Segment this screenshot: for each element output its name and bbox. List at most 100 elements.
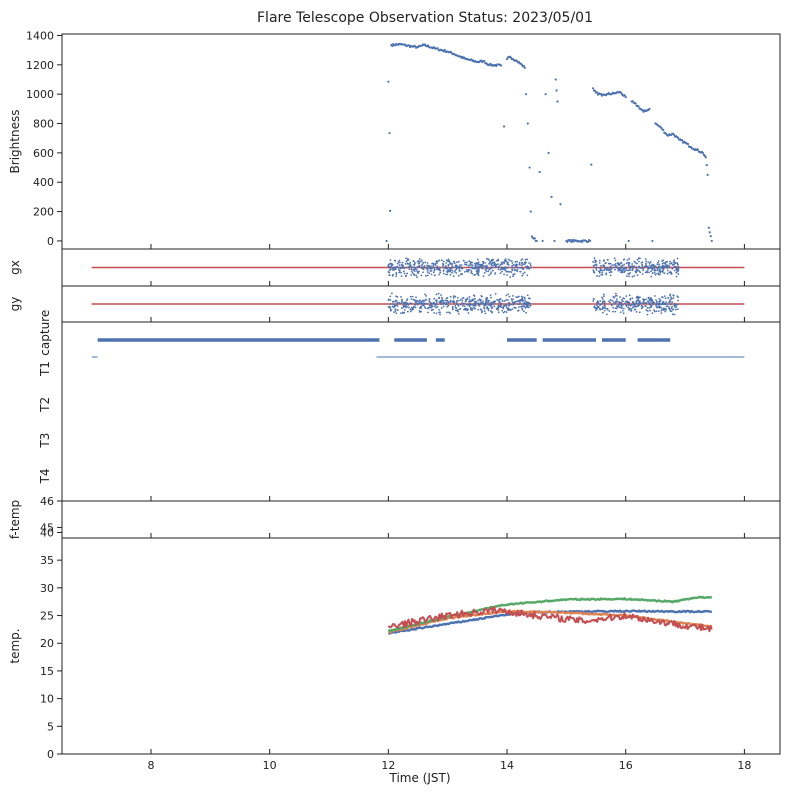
gx-point xyxy=(416,276,418,279)
gy-point xyxy=(664,303,667,306)
gy-point xyxy=(453,300,455,303)
gy-point xyxy=(521,300,524,303)
gy-point xyxy=(457,312,460,315)
gy-point xyxy=(603,304,606,307)
gx-point xyxy=(420,274,423,277)
gx-point xyxy=(392,273,395,276)
gx-point xyxy=(466,261,468,264)
gy-point xyxy=(403,311,406,314)
gx-point xyxy=(495,259,498,262)
gy-point xyxy=(451,307,454,310)
gx-point xyxy=(598,271,601,274)
gx-point xyxy=(498,266,500,269)
gx-point xyxy=(445,259,448,262)
gx-point xyxy=(676,257,679,260)
gy-point xyxy=(483,306,485,309)
gy-point xyxy=(655,299,657,302)
gx-point xyxy=(677,265,680,268)
brightness-point xyxy=(389,209,392,212)
gy-point xyxy=(525,302,527,305)
gx-point xyxy=(658,263,661,266)
gx-point xyxy=(601,269,604,272)
gx-point xyxy=(513,273,516,275)
gx-point xyxy=(510,260,513,262)
gx-point xyxy=(434,262,437,265)
gy-point xyxy=(669,310,672,313)
chart-title: Flare Telescope Observation Status: 2023… xyxy=(257,10,593,26)
gx-point xyxy=(432,262,435,265)
gy-point xyxy=(459,307,461,310)
gx-point xyxy=(461,273,463,275)
gy-point xyxy=(497,305,500,308)
gy-point xyxy=(414,301,417,303)
gx-point xyxy=(507,264,510,266)
gy-point xyxy=(432,302,435,305)
gy-point xyxy=(608,300,610,303)
gx-point xyxy=(598,266,601,269)
gy-point xyxy=(400,302,403,305)
gx-point xyxy=(408,263,411,265)
gy-point xyxy=(439,313,441,316)
gx-point xyxy=(442,265,444,267)
gx-point xyxy=(453,262,456,265)
gy-point xyxy=(648,303,651,306)
brightness-point xyxy=(634,102,637,105)
gx-point xyxy=(592,270,595,273)
gy-point xyxy=(440,302,443,305)
gx-point xyxy=(429,270,432,273)
gy-point xyxy=(419,306,422,308)
gy-point xyxy=(441,298,444,301)
gx-point xyxy=(675,275,678,278)
gy-point xyxy=(603,300,606,303)
gy-point xyxy=(446,311,448,314)
gx-point xyxy=(406,263,409,265)
gx-point xyxy=(470,270,473,273)
brightness-y-tick-label: 800 xyxy=(33,118,54,131)
gy-point xyxy=(621,309,624,312)
gy-point xyxy=(608,310,611,312)
gy-point xyxy=(630,308,632,310)
gy-point xyxy=(658,297,661,300)
gx-point xyxy=(419,260,422,263)
gy-point xyxy=(405,304,408,306)
gx-point xyxy=(629,269,631,271)
brightness-point xyxy=(651,239,654,243)
gy-point xyxy=(622,297,625,300)
gy-point xyxy=(616,305,618,308)
gy-point xyxy=(425,294,428,297)
gy-point xyxy=(387,306,390,308)
gx-point xyxy=(403,267,406,270)
gx-point xyxy=(516,260,519,263)
gy-point xyxy=(637,304,639,307)
gx-point xyxy=(436,262,438,264)
gy-point xyxy=(466,308,469,311)
brightness-point xyxy=(686,142,690,146)
brightness-point xyxy=(385,239,388,243)
gy-point xyxy=(653,295,656,297)
gy-point xyxy=(507,301,510,304)
gx-point xyxy=(490,266,493,268)
gy-point xyxy=(429,301,432,304)
gx-point xyxy=(624,267,627,270)
gx-point xyxy=(499,272,502,275)
gx-point xyxy=(397,268,400,271)
gy-point xyxy=(442,302,445,305)
gx-point xyxy=(398,261,401,264)
gy-point xyxy=(479,299,482,302)
gx-point xyxy=(497,268,500,271)
gx-point xyxy=(427,269,429,271)
gx-point xyxy=(453,260,455,263)
gx-point xyxy=(627,269,630,272)
gx-point xyxy=(484,269,487,271)
temp-panel: 8 10 12 14 16 18 0 5 10 15 20 25 30 35 40 temp. xyxy=(8,526,781,772)
gy-point xyxy=(463,308,466,311)
gy-point xyxy=(394,308,397,311)
gy-point xyxy=(505,294,508,297)
gx-point xyxy=(662,259,665,262)
gy-point xyxy=(429,306,431,309)
gx-point xyxy=(633,265,636,268)
gx-point xyxy=(474,267,476,270)
gx-point xyxy=(626,259,629,261)
x-axis-label: Time (JST) xyxy=(388,771,450,785)
gy-point xyxy=(651,312,654,315)
